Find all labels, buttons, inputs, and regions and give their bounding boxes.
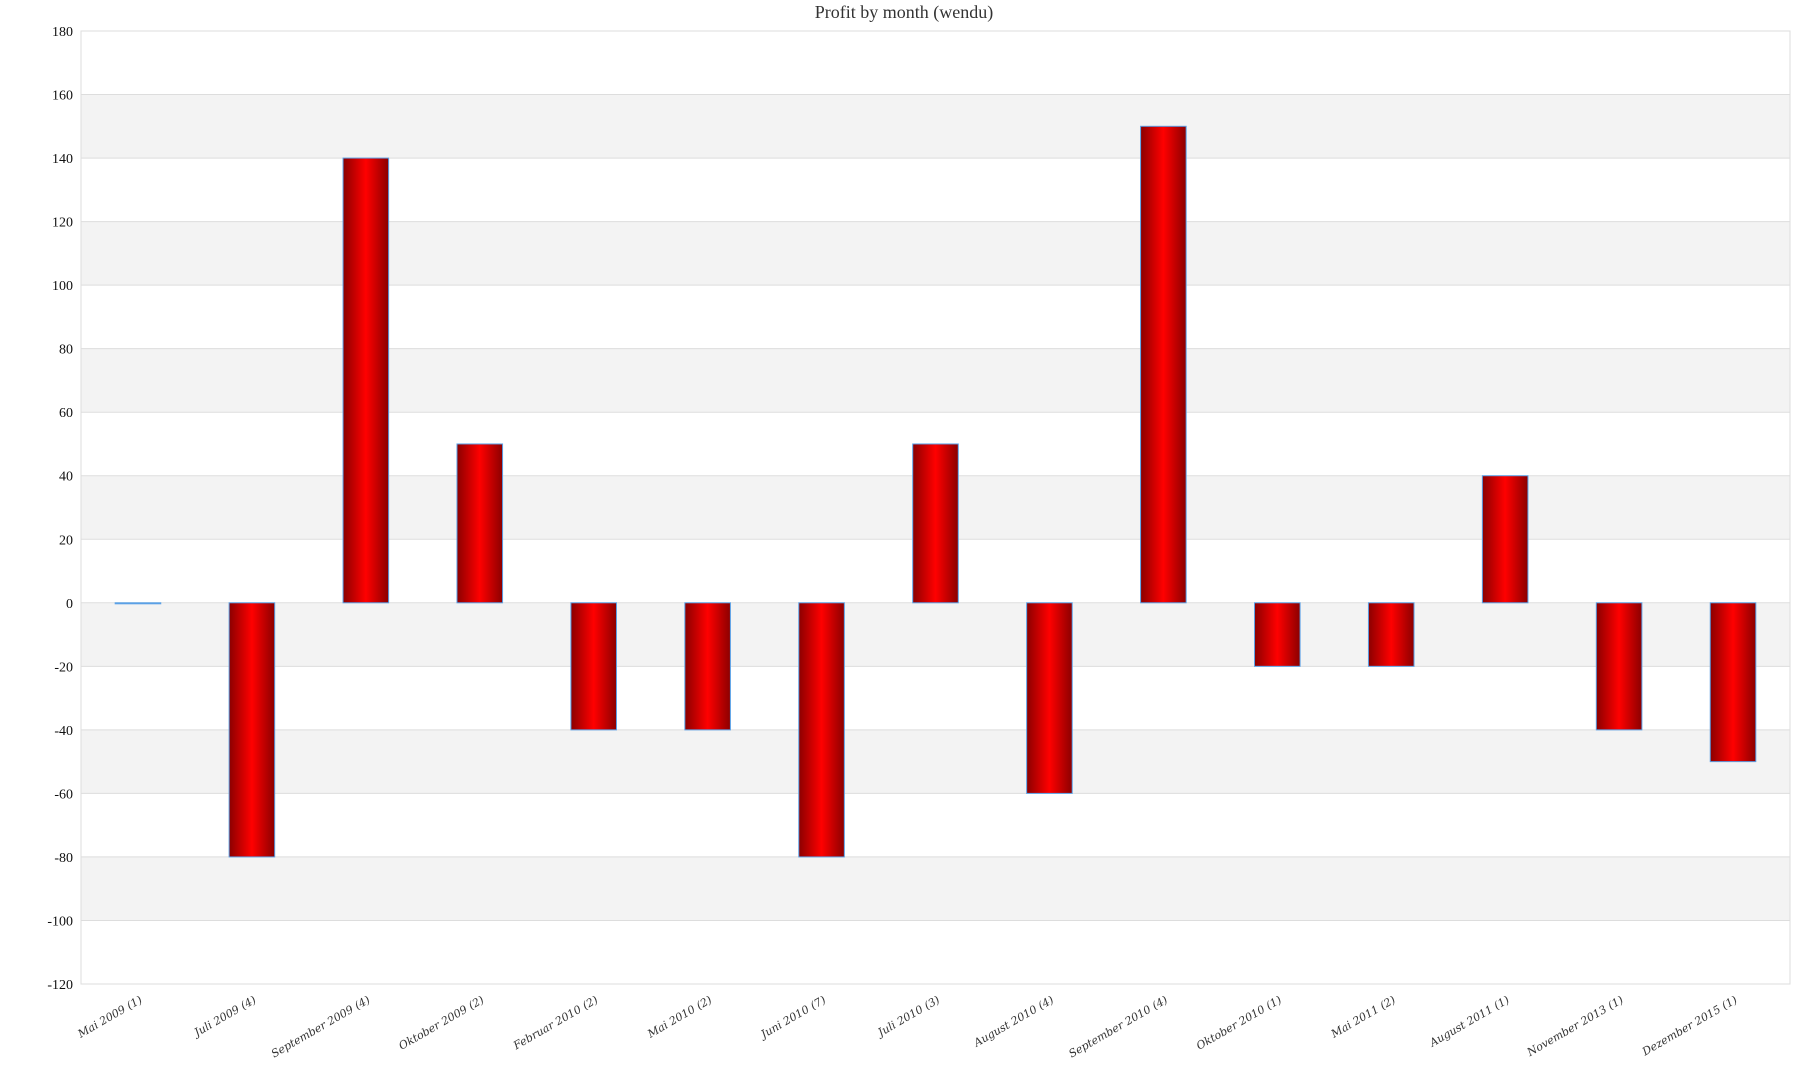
bar — [342, 157, 390, 604]
y-tick-label: 160 — [52, 89, 73, 104]
bar — [1709, 602, 1757, 763]
y-tick-label: 120 — [52, 216, 73, 231]
y-axis-ticks: -120 -100 -80 -60 -40 -20 0 20 40 60 80 100 120 140 16… — [47, 25, 73, 993]
x-tick-label: August 2011 (1) — [1427, 993, 1512, 1050]
x-tick-label: November 2013 (1) — [1524, 993, 1626, 1059]
bar — [798, 602, 845, 858]
x-tick-label: September 2010 (4) — [1067, 993, 1170, 1060]
x-tick-label: Oktober 2009 (2) — [397, 993, 487, 1052]
grid-band — [81, 729, 1790, 794]
plot-area — [80, 30, 1791, 985]
x-tick-label: August 2010 (4) — [971, 993, 1056, 1050]
bar — [1367, 602, 1415, 667]
y-tick-label: 60 — [59, 406, 73, 421]
x-tick-label: Mai 2009 (1) — [75, 993, 145, 1041]
x-tick-label: Juli 2009 (4) — [190, 993, 258, 1040]
y-tick-label: -100 — [47, 914, 73, 929]
bar — [684, 602, 731, 731]
grid-band — [81, 856, 1790, 921]
y-tick-label: 100 — [52, 279, 73, 294]
bar — [1254, 602, 1301, 667]
bar — [1026, 602, 1073, 794]
y-tick-label: -80 — [54, 851, 73, 866]
y-tick-label: 180 — [52, 25, 73, 40]
y-tick-label: 0 — [66, 597, 73, 612]
bar — [570, 602, 617, 731]
x-axis-ticks: Mai 2009 (1) Juli 2009 (4) September 2009 … — [75, 993, 1740, 1060]
y-tick-label: -120 — [47, 978, 73, 993]
y-tick-label: 40 — [59, 470, 73, 485]
y-tick-label: 80 — [59, 343, 73, 358]
y-tick-label: -20 — [54, 660, 73, 675]
y-tick-label: 140 — [52, 152, 73, 167]
bars — [114, 125, 1757, 858]
bar — [228, 602, 276, 858]
x-tick-label: Oktober 2010 (1) — [1194, 993, 1284, 1052]
x-tick-label: Mai 2011 (2) — [1328, 993, 1398, 1041]
bar — [456, 443, 504, 604]
bar — [1481, 475, 1529, 604]
y-tick-label: -40 — [54, 724, 73, 739]
y-tick-label: 20 — [59, 533, 73, 548]
bar — [114, 602, 162, 605]
y-tick-label: -60 — [54, 787, 73, 802]
x-tick-label: September 2009 (4) — [269, 993, 372, 1060]
x-tick-label: Juli 2010 (3) — [874, 993, 942, 1040]
x-tick-label: Februar 2010 (2) — [510, 993, 600, 1052]
grid-band — [81, 221, 1790, 286]
grid-band — [81, 602, 1790, 667]
grid-band — [81, 348, 1790, 413]
x-tick-label: Mai 2010 (2) — [644, 993, 714, 1041]
x-tick-label: Juni 2010 (7) — [757, 993, 828, 1042]
chart-title: Profit by month (wendu) — [815, 2, 993, 23]
grid-band — [81, 94, 1790, 159]
bar — [1595, 602, 1643, 731]
x-tick-label: Dezember 2015 (1) — [1639, 993, 1739, 1058]
bar — [1140, 125, 1187, 604]
bar — [912, 443, 959, 604]
